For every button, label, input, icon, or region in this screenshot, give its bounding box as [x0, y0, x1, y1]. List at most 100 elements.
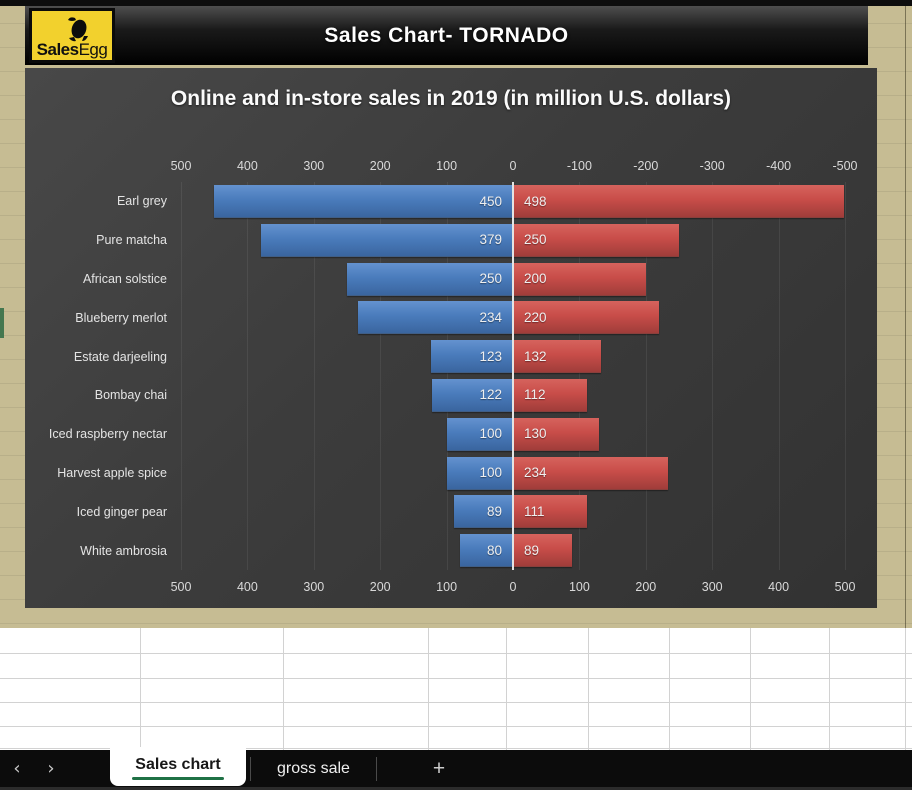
worksheet-grid[interactable] — [0, 628, 912, 750]
left-series-bar[interactable]: 379 — [261, 223, 513, 257]
cell-gridline — [0, 748, 912, 749]
cell-gridline — [428, 628, 429, 750]
left-series-bar[interactable]: 234 — [357, 301, 513, 335]
category-label: Iced ginger pear — [76, 504, 167, 519]
chart-row: Pure matcha 379 250 — [96, 221, 845, 260]
chart-row: African solstice 250 200 — [83, 260, 845, 299]
chart-row: White ambrosia 80 89 — [80, 531, 845, 570]
chart-row: Harvest apple spice 100 234 — [57, 454, 845, 493]
cell-gridline — [588, 628, 589, 750]
right-series-bar[interactable]: 89 — [513, 534, 573, 568]
chart-gridline — [380, 182, 382, 570]
chart-gridline — [645, 182, 647, 570]
category-label: African solstice — [82, 271, 167, 286]
bar-value-label: 200 — [524, 271, 547, 287]
category-label: Blueberry merlot — [75, 310, 167, 325]
category-label: Pure matcha — [96, 233, 167, 248]
left-series-bar[interactable]: 250 — [347, 262, 513, 296]
cell-gridline — [140, 628, 141, 750]
bar-value-label: 234 — [479, 309, 502, 325]
left-series-bar[interactable]: 450 — [214, 185, 513, 218]
tab-separator — [375, 756, 377, 781]
category-label: Bombay chai — [94, 388, 167, 403]
category-label: Estate darjeeling — [73, 349, 167, 364]
right-series-bar[interactable]: 234 — [513, 456, 669, 490]
chart-gridline — [446, 182, 448, 570]
left-series-bar[interactable]: 122 — [432, 378, 513, 412]
chart-row: Bombay chai 122 112 — [95, 376, 845, 415]
axis-tick-label: 400 — [236, 159, 258, 173]
chart-axis-top: 500 400 300 200 100 0 -100 -200 -300 -400 -500 — [171, 159, 858, 175]
tab-label: gross sale — [277, 759, 350, 777]
banner-title: Sales Chart- TORNADO — [324, 23, 569, 47]
chart-row: Blueberry merlot 234 220 — [75, 298, 845, 337]
cell-gridline — [829, 628, 830, 750]
add-sheet-icon[interactable]: + — [432, 756, 446, 780]
right-series-bar[interactable]: 498 — [513, 185, 844, 218]
worksheet-column-gridline — [905, 6, 906, 628]
chart-plot-area: Earl grey 450 498 Pure matcha 379 250 African … — [49, 182, 846, 570]
prev-sheet-icon[interactable]: ‹ — [13, 758, 21, 779]
row-selection-marker — [0, 308, 4, 338]
right-series-bar[interactable]: 112 — [513, 378, 588, 412]
category-label: Iced raspberry nectar — [48, 427, 167, 442]
chart-gridline — [181, 182, 182, 570]
bar-value-label: 112 — [524, 387, 546, 403]
left-series-bar[interactable]: 100 — [446, 417, 513, 451]
bar-value-label: 89 — [524, 542, 540, 558]
bar-value-label: 100 — [479, 426, 502, 442]
axis-tick-label: 500 — [170, 580, 192, 594]
bar-value-label: 132 — [524, 348, 547, 364]
cell-gridline — [669, 628, 670, 750]
tab-separator — [250, 756, 251, 781]
axis-tick-label: 100 — [568, 580, 590, 594]
right-series-bar[interactable]: 130 — [513, 417, 600, 451]
chart-row: Earl grey 450 498 — [117, 182, 845, 221]
window-top-border — [0, 0, 912, 6]
sheet-tab-bar: ‹ › Sales chart gross sale + — [0, 746, 912, 790]
right-series-bar[interactable]: 132 — [513, 340, 601, 374]
cell-gridline — [0, 726, 912, 727]
bar-value-label: 498 — [524, 193, 547, 209]
bar-value-label: 234 — [524, 465, 547, 481]
axis-tick-label: 100 — [436, 159, 458, 173]
axis-tick-label: 500 — [170, 159, 192, 173]
chart-gridline — [712, 182, 714, 570]
category-label: White ambrosia — [80, 543, 167, 558]
tab-sales-chart[interactable]: Sales chart — [110, 746, 246, 786]
bar-value-label: 130 — [524, 426, 547, 442]
axis-tick-label: 200 — [635, 580, 657, 594]
bar-value-label: 123 — [479, 348, 502, 364]
axis-tick-label: -500 — [832, 159, 858, 173]
axis-tick-label: 300 — [701, 580, 723, 594]
cell-gridline — [905, 628, 906, 750]
right-series-bar[interactable]: 220 — [513, 301, 660, 335]
bar-value-label: 450 — [479, 193, 502, 209]
tab-gross-sale[interactable]: gross sale — [255, 750, 372, 787]
next-sheet-icon[interactable]: › — [47, 758, 55, 779]
tornado-chart[interactable]: Online and in-store sales in 2019 (in mi… — [25, 68, 877, 608]
tab-label: Sales chart — [135, 756, 221, 773]
left-series-bar[interactable]: 123 — [431, 340, 513, 374]
bar-value-label: 250 — [479, 271, 502, 287]
left-series-bar[interactable]: 80 — [459, 534, 513, 568]
chart-gridline — [778, 182, 780, 570]
bar-value-label: 379 — [479, 232, 502, 248]
bar-value-label: 111 — [524, 503, 545, 519]
right-series-bar[interactable]: 200 — [513, 262, 646, 296]
right-series-bar[interactable]: 250 — [513, 223, 679, 257]
logo-text: SalesEgg — [36, 40, 108, 59]
left-series-bar[interactable]: 89 — [453, 495, 513, 529]
axis-tick-label: 400 — [768, 580, 790, 594]
right-series-bar[interactable]: 111 — [513, 495, 587, 529]
cell-gridline — [0, 653, 912, 654]
axis-tick-label: 400 — [236, 580, 258, 594]
salesegg-logo: SalesEgg — [29, 8, 115, 63]
chart-title: Online and in-store sales in 2019 (in mi… — [170, 87, 732, 110]
cell-gridline — [283, 628, 284, 750]
axis-tick-label: 300 — [303, 159, 325, 173]
axis-tick-label: 200 — [369, 580, 391, 594]
left-series-bar[interactable]: 100 — [446, 456, 513, 490]
chart-row: Iced raspberry nectar 100 130 — [49, 415, 845, 454]
